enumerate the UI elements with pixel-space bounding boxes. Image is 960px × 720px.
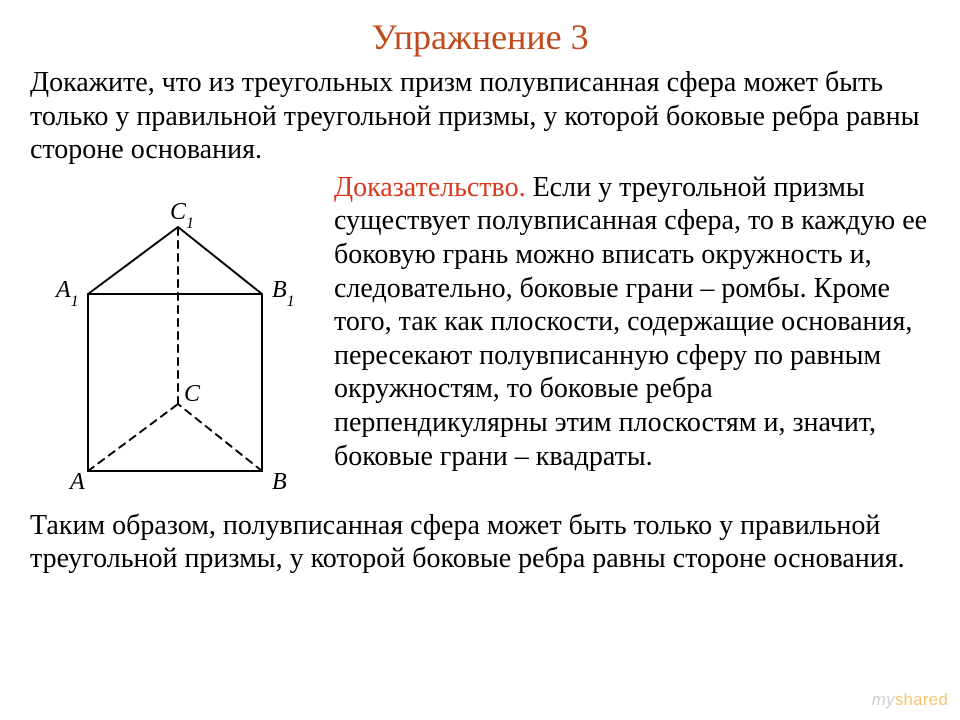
proof-body: Если у треугольной призмы существует пол… (334, 172, 927, 472)
svg-text:C1: C1 (170, 199, 194, 232)
proof-label: Доказательство. (334, 172, 526, 203)
problem-text: Докажите, что из треугольных призм полув… (30, 66, 930, 167)
slide-title: Упражнение 3 (30, 16, 930, 58)
conclusion-text: Таким образом, полувписанная сфера может… (30, 509, 930, 576)
svg-text:A: A (68, 469, 85, 495)
middle-row: A B C A1 B1 C1 Доказательство. Если у треугол… (30, 171, 930, 501)
watermark-shared: shared (895, 690, 948, 709)
svg-text:C: C (184, 381, 201, 407)
svg-text:A1: A1 (54, 277, 79, 310)
slide: Упражнение 3 Докажите, что из треугольны… (0, 0, 960, 720)
svg-text:B1: B1 (272, 277, 295, 310)
watermark: myshared (872, 690, 948, 710)
svg-text:B: B (272, 469, 287, 495)
watermark-my: my (872, 690, 895, 709)
prism-diagram: A B C A1 B1 C1 (30, 171, 330, 501)
proof-text: Доказательство. Если у треугольной призм… (330, 171, 930, 473)
